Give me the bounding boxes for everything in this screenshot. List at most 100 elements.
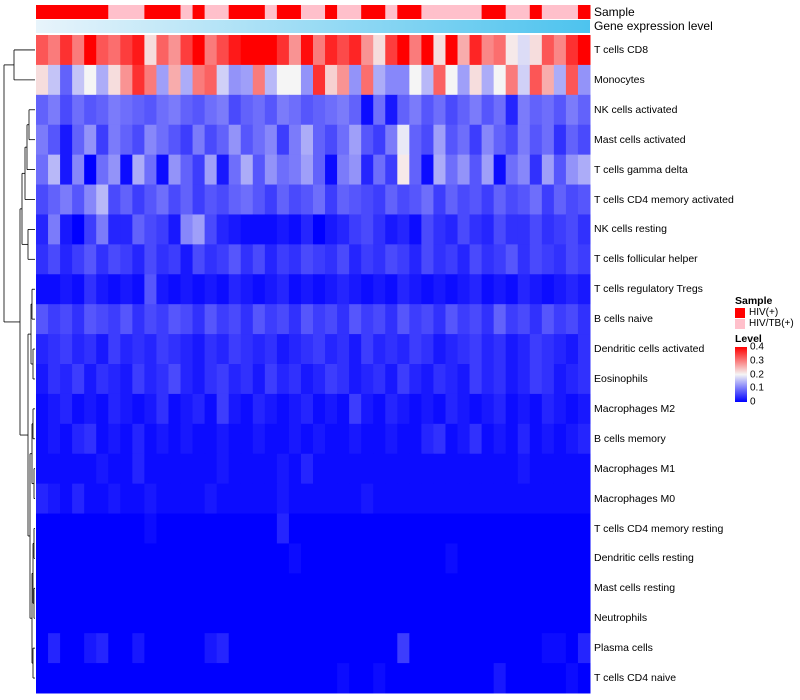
heatmap-cell (132, 453, 145, 485)
heatmap-cell (397, 633, 410, 664)
heatmap-cell (577, 154, 591, 186)
heatmap-cell (60, 35, 73, 66)
heatmap-cell (445, 603, 459, 634)
heatmap-cell (216, 663, 230, 694)
heatmap-cell (373, 364, 386, 395)
heatmap-cell (445, 513, 459, 544)
heatmap-cell (481, 663, 495, 694)
heatmap-cell (48, 94, 61, 126)
heatmap-cell (264, 124, 278, 156)
heatmap-cell (457, 483, 471, 515)
heatmap-cell (469, 483, 483, 515)
heatmap-cell (60, 274, 73, 305)
heatmap-cell (361, 633, 374, 664)
heatmap-cell (481, 334, 495, 365)
heatmap-cell (553, 124, 567, 156)
heatmap-cell (481, 214, 495, 245)
heatmap-cell (541, 603, 555, 634)
heatmap-cell (216, 423, 230, 455)
heatmap-cell (577, 573, 591, 604)
heatmap-cell (541, 184, 555, 215)
heatmap-cell (192, 64, 206, 96)
sample-annotation-cell (397, 5, 410, 19)
sample-annotation-cell (541, 5, 555, 19)
heatmap-cell (36, 35, 49, 66)
heatmap-cell (204, 154, 218, 186)
sample-annotation-cell (276, 5, 290, 19)
heatmap-cell (385, 154, 398, 186)
heatmap-cell (204, 274, 218, 305)
heatmap-cell (565, 304, 579, 335)
heatmap-cell (84, 364, 97, 395)
heatmap-cell (228, 633, 242, 664)
heatmap-cell (517, 423, 531, 455)
heatmap-cell (84, 513, 97, 544)
heatmap-cell (313, 393, 326, 425)
heatmap-cell (156, 244, 169, 275)
heatmap-cell (373, 244, 386, 275)
heatmap-cell (529, 304, 543, 335)
heatmap-cell (361, 483, 374, 515)
heatmap-cell (505, 304, 519, 335)
heatmap-cell (276, 35, 290, 66)
heatmap-cell (565, 334, 579, 365)
heatmap-cell (300, 423, 314, 455)
heatmap-cell (96, 35, 109, 66)
heatmap-cell (373, 603, 386, 634)
heatmap-cell (48, 393, 61, 425)
heatmap-cell (120, 663, 133, 694)
heatmap-cell (577, 663, 591, 694)
heatmap-cell (168, 214, 182, 245)
heatmap-cell (409, 633, 422, 664)
heatmap-cell (96, 244, 109, 275)
sample-annotation-cell (144, 5, 157, 19)
heatmap-cell (240, 64, 254, 96)
heatmap-cell (48, 274, 61, 305)
heatmap-cell (84, 35, 97, 66)
heatmap-cell (493, 35, 507, 66)
heatmap-cell (264, 214, 278, 245)
heatmap-cell (373, 393, 386, 425)
heatmap-cell (84, 663, 97, 694)
heatmap-cell (144, 64, 157, 96)
heatmap-cell (313, 423, 326, 455)
row-label: Mast cells activated (594, 133, 686, 146)
heatmap-cell (204, 573, 218, 604)
heatmap-cell (325, 94, 338, 126)
expression-annotation-bar (36, 20, 590, 33)
heatmap-cell (132, 244, 145, 275)
heatmap-cell (276, 513, 290, 544)
heatmap-cell (553, 393, 567, 425)
heatmap-cell (481, 483, 495, 515)
heatmap-cell (349, 334, 362, 365)
heatmap-cell (433, 603, 446, 634)
heatmap-cell (565, 214, 579, 245)
heatmap-cell (409, 214, 422, 245)
heatmap-cell (337, 214, 350, 245)
heatmap-cell (120, 633, 133, 664)
legend: Sample HIV(+) HIV/TB(+) Level 0.4 0.3 0.2 0… (735, 295, 794, 408)
heatmap-cell (144, 364, 157, 395)
heatmap-cell (204, 453, 218, 485)
heatmap-cell (228, 304, 242, 335)
heatmap-cell (168, 513, 182, 544)
sample-annotation-cell (252, 5, 266, 19)
heatmap-cell (252, 393, 266, 425)
heatmap-cell (385, 393, 398, 425)
sample-annotation-cell (445, 5, 459, 19)
heatmap-cell (493, 214, 507, 245)
heatmap-cell (96, 184, 109, 215)
heatmap-cell (493, 274, 507, 305)
heatmap-cell (541, 35, 555, 66)
heatmap-cell (48, 453, 61, 485)
row-label: Dendritic cells resting (594, 552, 694, 565)
heatmap-cell (493, 543, 507, 574)
heatmap-cell (96, 513, 109, 544)
heatmap-cell (168, 483, 182, 515)
heatmap-cell (276, 364, 290, 395)
heatmap-cell (421, 124, 434, 156)
heatmap-cell (421, 483, 434, 515)
heatmap-cell (72, 184, 85, 215)
heatmap-cell (264, 393, 278, 425)
heatmap-cell (156, 364, 169, 395)
